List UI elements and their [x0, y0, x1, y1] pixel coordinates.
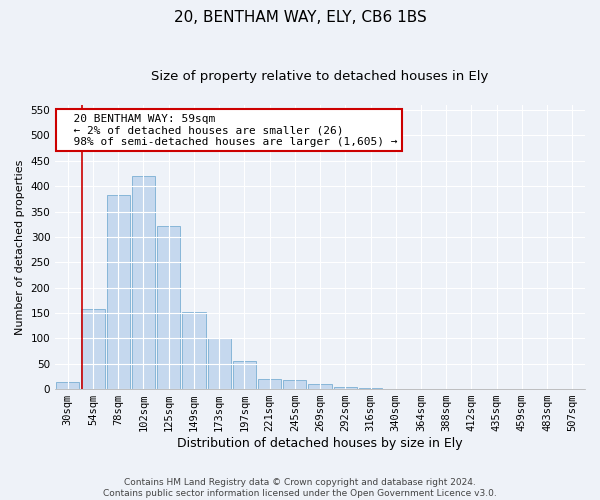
Text: 20 BENTHAM WAY: 59sqm
  ← 2% of detached houses are smaller (26)
  98% of semi-d: 20 BENTHAM WAY: 59sqm ← 2% of detached h… [61, 114, 398, 146]
Bar [384, 388, 407, 389]
Bar [107, 196, 130, 389]
Bar [132, 176, 155, 389]
Text: Contains HM Land Registry data © Crown copyright and database right 2024.
Contai: Contains HM Land Registry data © Crown c… [103, 478, 497, 498]
Bar [283, 380, 307, 389]
Bar [233, 361, 256, 389]
X-axis label: Distribution of detached houses by size in Ely: Distribution of detached houses by size … [177, 437, 463, 450]
Y-axis label: Number of detached properties: Number of detached properties [15, 160, 25, 334]
Bar [308, 384, 332, 389]
Bar [258, 379, 281, 389]
Bar [56, 382, 79, 389]
Bar [157, 226, 181, 389]
Bar [82, 310, 104, 389]
Bar [511, 388, 533, 389]
Bar [182, 312, 206, 389]
Bar [359, 388, 382, 389]
Bar [434, 388, 458, 389]
Title: Size of property relative to detached houses in Ely: Size of property relative to detached ho… [151, 70, 489, 83]
Bar [208, 338, 231, 389]
Text: 20, BENTHAM WAY, ELY, CB6 1BS: 20, BENTHAM WAY, ELY, CB6 1BS [173, 10, 427, 25]
Bar [334, 386, 357, 389]
Bar [561, 388, 584, 389]
